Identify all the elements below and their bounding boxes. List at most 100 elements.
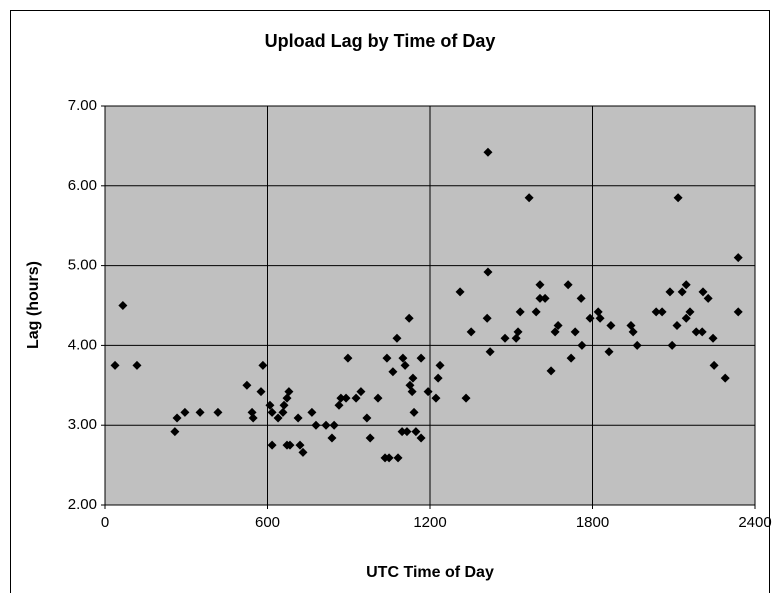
data-point bbox=[343, 353, 353, 363]
data-point bbox=[461, 393, 471, 403]
data-point bbox=[531, 307, 541, 317]
data-point bbox=[256, 387, 266, 397]
y-axis-label: Lag (hours) bbox=[25, 261, 42, 349]
data-point bbox=[307, 407, 317, 417]
data-point bbox=[321, 420, 331, 430]
chart-title: Upload Lag by Time of Day bbox=[265, 31, 496, 51]
data-point bbox=[515, 307, 525, 317]
data-point bbox=[407, 387, 417, 397]
data-point bbox=[132, 360, 142, 370]
data-point bbox=[247, 407, 257, 417]
data-point bbox=[677, 287, 687, 297]
y-tick-label: 4.00 bbox=[68, 336, 97, 353]
data-point bbox=[672, 320, 682, 330]
data-point bbox=[681, 280, 691, 290]
data-point bbox=[341, 393, 351, 403]
y-tick-label: 7.00 bbox=[68, 97, 97, 114]
x-tick-label: 600 bbox=[255, 514, 280, 531]
data-point bbox=[566, 353, 576, 363]
data-point bbox=[691, 327, 701, 337]
data-point bbox=[267, 407, 277, 417]
data-point bbox=[697, 327, 707, 337]
data-point bbox=[298, 447, 308, 457]
data-point bbox=[393, 453, 403, 463]
data-point bbox=[351, 393, 361, 403]
data-point bbox=[388, 367, 398, 377]
data-point bbox=[563, 280, 573, 290]
data-point bbox=[667, 340, 677, 350]
data-point bbox=[665, 287, 675, 297]
data-point bbox=[482, 313, 492, 323]
data-point bbox=[435, 360, 445, 370]
data-point bbox=[733, 307, 743, 317]
x-tick-label: 2400 bbox=[738, 514, 771, 531]
data-point bbox=[433, 373, 443, 383]
data-point bbox=[397, 427, 407, 437]
x-tick-label: 1800 bbox=[576, 514, 609, 531]
data-point bbox=[628, 327, 638, 337]
data-point bbox=[535, 293, 545, 303]
data-point bbox=[110, 360, 120, 370]
data-point bbox=[585, 313, 595, 323]
data-point bbox=[685, 307, 695, 317]
data-point bbox=[651, 307, 661, 317]
y-tick-label: 2.00 bbox=[68, 496, 97, 513]
data-point bbox=[258, 360, 268, 370]
data-point bbox=[356, 387, 366, 397]
data-point bbox=[431, 393, 441, 403]
data-point bbox=[213, 407, 223, 417]
x-tick-label: 1200 bbox=[413, 514, 446, 531]
data-point bbox=[550, 327, 560, 337]
data-point bbox=[698, 287, 708, 297]
data-point bbox=[118, 301, 128, 310]
data-point bbox=[398, 353, 408, 363]
data-point bbox=[485, 347, 495, 357]
data-point bbox=[248, 413, 258, 423]
data-point bbox=[392, 333, 402, 343]
data-point bbox=[265, 400, 275, 410]
plot-border bbox=[104, 105, 756, 506]
data-point bbox=[382, 353, 392, 363]
data-point bbox=[408, 373, 418, 383]
data-point bbox=[657, 307, 667, 317]
data-point bbox=[416, 433, 426, 443]
data-point bbox=[500, 333, 510, 343]
data-point bbox=[285, 440, 295, 450]
data-point bbox=[632, 340, 642, 350]
data-point bbox=[365, 433, 375, 443]
data-point bbox=[673, 193, 683, 203]
data-point bbox=[681, 313, 691, 323]
data-point bbox=[278, 407, 288, 417]
data-point bbox=[172, 413, 182, 423]
data-point bbox=[170, 427, 180, 437]
data-point bbox=[483, 267, 493, 277]
data-point bbox=[329, 420, 339, 430]
data-point bbox=[416, 353, 426, 363]
data-point bbox=[553, 320, 563, 330]
data-point bbox=[327, 433, 337, 443]
y-tick-label: 5.00 bbox=[68, 257, 97, 274]
data-point bbox=[279, 400, 289, 410]
data-point bbox=[733, 253, 743, 263]
data-point bbox=[409, 407, 419, 417]
data-point bbox=[604, 347, 614, 357]
data-point bbox=[284, 387, 294, 397]
data-point bbox=[708, 333, 718, 343]
data-point bbox=[373, 393, 383, 403]
data-point bbox=[400, 360, 410, 370]
data-point bbox=[570, 327, 580, 337]
data-point bbox=[242, 380, 252, 390]
data-point bbox=[273, 413, 283, 423]
y-tick-label: 3.00 bbox=[68, 416, 97, 433]
data-point bbox=[362, 413, 372, 423]
data-point bbox=[384, 453, 394, 463]
data-point bbox=[540, 293, 550, 303]
data-point bbox=[402, 427, 412, 437]
data-point bbox=[576, 293, 586, 303]
data-point bbox=[267, 440, 277, 450]
data-point bbox=[535, 280, 545, 290]
data-point bbox=[709, 360, 719, 370]
data-point bbox=[524, 193, 534, 203]
